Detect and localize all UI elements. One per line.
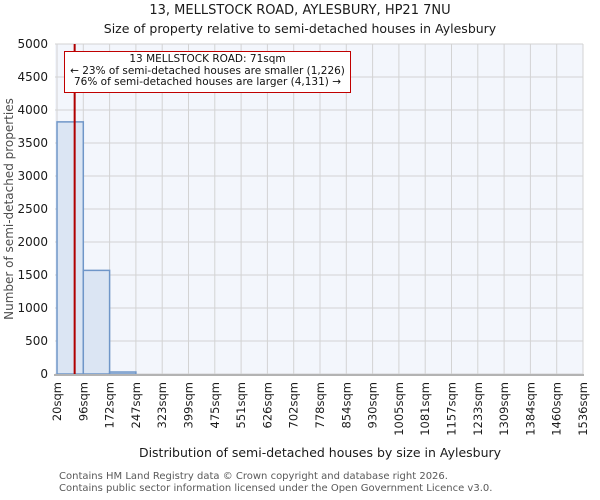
y-tick-labels: 0 500 1000 1500 2000 2500 3000 3500 4000 4500 5000 — [17, 37, 48, 381]
y-axis-label: Number of semi-detached properties — [2, 98, 16, 320]
x-tick-label: 1460sqm — [550, 382, 564, 436]
x-tick-label: 323sqm — [155, 382, 169, 428]
x-tick-label: 702sqm — [287, 382, 301, 428]
x-tick-label: 96sqm — [76, 382, 90, 421]
x-tick-label: 930sqm — [366, 382, 380, 428]
histogram-bar — [108, 371, 137, 375]
license-footer: Contains HM Land Registry data © Crown c… — [59, 471, 492, 494]
chart-subtitle: Size of property relative to semi-detach… — [103, 21, 497, 36]
y-tick-label: 4500 — [17, 70, 48, 84]
annotation-title: 13 MELLSTOCK ROAD: 71sqm — [129, 53, 286, 65]
x-tick-label: 20sqm — [50, 382, 64, 421]
y-tick-label: 4000 — [17, 103, 48, 117]
marker-annotation: 13 MELLSTOCK ROAD: 71sqm ← 23% of semi-d… — [64, 51, 351, 93]
x-tick-label: 475sqm — [208, 382, 222, 428]
y-tick-label: 3000 — [17, 169, 48, 183]
x-tick-label: 551sqm — [234, 382, 248, 428]
x-tick-label: 247sqm — [129, 382, 143, 428]
x-tick-label: 1157sqm — [445, 382, 459, 436]
histogram-bar — [82, 269, 111, 375]
x-tick-label: 778sqm — [313, 382, 327, 428]
y-tick-label: 1000 — [17, 301, 48, 315]
y-tick-label: 2500 — [17, 202, 48, 216]
x-tick-label: 626sqm — [260, 382, 274, 428]
x-tick-label: 1005sqm — [392, 382, 406, 436]
y-tick-label: 1500 — [17, 268, 48, 282]
x-tick-label: 1309sqm — [497, 382, 511, 436]
histogram-bar — [56, 121, 85, 375]
annotation-larger-stat: 76% of semi-detached houses are larger (… — [73, 76, 341, 89]
chart-title: 13, MELLSTOCK ROAD, AYLESBURY, HP21 7NU — [149, 3, 451, 18]
x-tick-label: 854sqm — [339, 382, 353, 428]
x-tick-label: 172sqm — [103, 382, 117, 428]
x-tick-label: 1536sqm — [576, 382, 590, 436]
x-axis-label: Distribution of semi-detached houses by … — [139, 445, 502, 460]
footer-line2: Contains public sector information licen… — [59, 482, 493, 494]
x-tick-label: 1081sqm — [418, 382, 432, 436]
x-tick-labels: 20sqm 96sqm 172sqm 247sqm 323sqm 399sqm 475sqm… — [50, 382, 590, 436]
x-tick-label: 399sqm — [182, 382, 196, 428]
y-tick-label: 0 — [40, 367, 48, 381]
y-tick-label: 500 — [25, 334, 48, 348]
y-tick-label: 2000 — [17, 235, 48, 249]
y-tick-label: 5000 — [17, 37, 48, 51]
x-tick-label: 1233sqm — [471, 382, 485, 436]
annotation-smaller-stat: ← 23% of semi-detached houses are smalle… — [70, 64, 345, 77]
x-tick-label: 1384sqm — [523, 382, 537, 436]
footer-line1: Contains HM Land Registry data © Crown c… — [59, 471, 448, 482]
y-tick-label: 3500 — [17, 136, 48, 150]
